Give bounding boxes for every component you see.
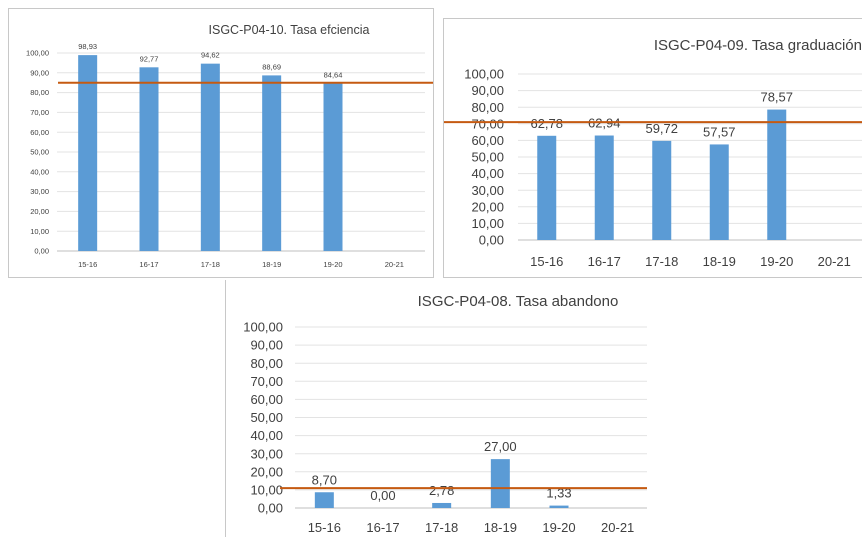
bar-16-17: [594, 135, 614, 240]
y-tick-label: 50,00: [30, 148, 49, 157]
y-tick-label: 40,00: [250, 428, 283, 443]
x-tick-label: 20-21: [385, 260, 404, 269]
x-tick-label: 19-20: [542, 520, 575, 535]
chart-title: ISGC-P04-08. Tasa abandono: [418, 293, 619, 310]
x-tick-label: 18-19: [703, 254, 736, 269]
data-label: 92,77: [140, 54, 159, 63]
x-tick-label: 18-19: [484, 520, 517, 535]
y-tick-label: 40,00: [471, 166, 504, 181]
bar-17-18: [652, 140, 672, 240]
y-tick-label: 60,00: [250, 392, 283, 407]
y-tick-label: 20,00: [250, 464, 283, 479]
bar-15-16: [314, 492, 334, 508]
y-tick-label: 0,00: [479, 233, 504, 248]
bar-19-20: [323, 83, 343, 251]
x-tick-label: 18-19: [262, 260, 281, 269]
data-label: 57,57: [703, 124, 736, 139]
x-tick-label: 19-20: [323, 260, 342, 269]
chart-svg-eficiencia: ISGC-P04-10. Tasa efciencia 0,00 10,00 20,0…: [26, 23, 433, 269]
y-tick-label: 90,00: [250, 338, 283, 353]
y-tick-label: 60,00: [30, 128, 49, 137]
y-tick-label: 50,00: [471, 150, 504, 165]
y-tick-label: 100,00: [26, 49, 49, 58]
y-tick-label: 70,00: [471, 116, 504, 131]
y-tick-label: 10,00: [471, 216, 504, 231]
x-tick-label: 16-17: [588, 254, 621, 269]
y-tick-label: 100,00: [243, 320, 283, 335]
data-label: 27,00: [484, 439, 517, 454]
chart-title: ISGC-P04-09. Tasa graduación: [654, 37, 862, 54]
y-tick-label: 100,00: [464, 67, 504, 82]
bar-17-18: [200, 63, 220, 251]
y-tick-label: 70,00: [250, 374, 283, 389]
y-tick-label: 80,00: [250, 356, 283, 371]
y-tick-label: 10,00: [250, 482, 283, 497]
y-tick-label: 30,00: [30, 187, 49, 196]
x-tick-label: 15-16: [530, 254, 563, 269]
bar-18-19: [262, 75, 282, 251]
x-tick-label: 17-18: [645, 254, 678, 269]
y-tick-label: 90,00: [30, 68, 49, 77]
bar-19-20: [767, 109, 787, 241]
data-label: 84,64: [324, 70, 343, 79]
x-tick-label: 16-17: [139, 260, 158, 269]
chart-tasa-abandono: ISGC-P04-08. Tasa abandono 0,00 10,00 20,00…: [225, 280, 647, 537]
y-tick-label: 60,00: [471, 133, 504, 148]
bar-15-16: [537, 135, 557, 240]
x-tick-label: 20-21: [601, 520, 634, 535]
data-label: 78,57: [760, 90, 793, 105]
y-tick-label: 80,00: [30, 88, 49, 97]
chart-title: ISGC-P04-10. Tasa efciencia: [209, 23, 370, 37]
data-label: 1,33: [546, 486, 571, 501]
x-tick-label: 17-18: [201, 260, 220, 269]
y-tick-label: 30,00: [471, 183, 504, 198]
data-label: 98,93: [78, 42, 97, 51]
y-tick-label: 30,00: [250, 446, 283, 461]
chart-svg-abandono: ISGC-P04-08. Tasa abandono 0,00 10,00 20,00…: [243, 293, 647, 535]
y-tick-label: 0,00: [34, 247, 49, 256]
y-tick-label: 50,00: [250, 410, 283, 425]
y-tick-label: 40,00: [30, 167, 49, 176]
y-tick-label: 10,00: [30, 227, 49, 236]
x-tick-label: 17-18: [425, 520, 458, 535]
data-label: 94,62: [201, 51, 220, 60]
bar-17-18: [432, 502, 452, 508]
chart-tasa-eficiencia: ISGC-P04-10. Tasa efciencia 0,00 10,00 20,0…: [8, 8, 434, 278]
x-tick-label: 20-21: [818, 254, 851, 269]
x-tick-label: 16-17: [366, 520, 399, 535]
data-label: 2,78: [429, 483, 454, 498]
bar-16-17: [139, 67, 159, 251]
bar-18-19: [490, 459, 510, 508]
y-tick-label: 70,00: [30, 108, 49, 117]
data-label: 88,69: [262, 62, 281, 71]
bar-18-19: [709, 144, 729, 240]
data-label: 62,78: [530, 116, 563, 131]
bar-15-16: [78, 55, 98, 252]
chart-svg-graduacion: ISGC-P04-09. Tasa graduación 0,00 10,00 20,…: [444, 37, 862, 269]
x-tick-label: 15-16: [78, 260, 97, 269]
y-tick-label: 20,00: [471, 199, 504, 214]
data-label: 0,00: [370, 488, 395, 503]
chart-tasa-graduacion: ISGC-P04-09. Tasa graduación 0,00 10,00 20,…: [443, 18, 862, 278]
y-tick-label: 0,00: [258, 501, 283, 516]
bar-19-20: [549, 505, 569, 508]
data-label: 59,72: [645, 121, 678, 136]
y-tick-label: 20,00: [30, 207, 49, 216]
y-tick-label: 80,00: [471, 100, 504, 115]
x-tick-label: 19-20: [760, 254, 793, 269]
x-tick-label: 15-16: [308, 520, 341, 535]
y-tick-label: 90,00: [471, 83, 504, 98]
data-label: 8,70: [312, 472, 337, 487]
